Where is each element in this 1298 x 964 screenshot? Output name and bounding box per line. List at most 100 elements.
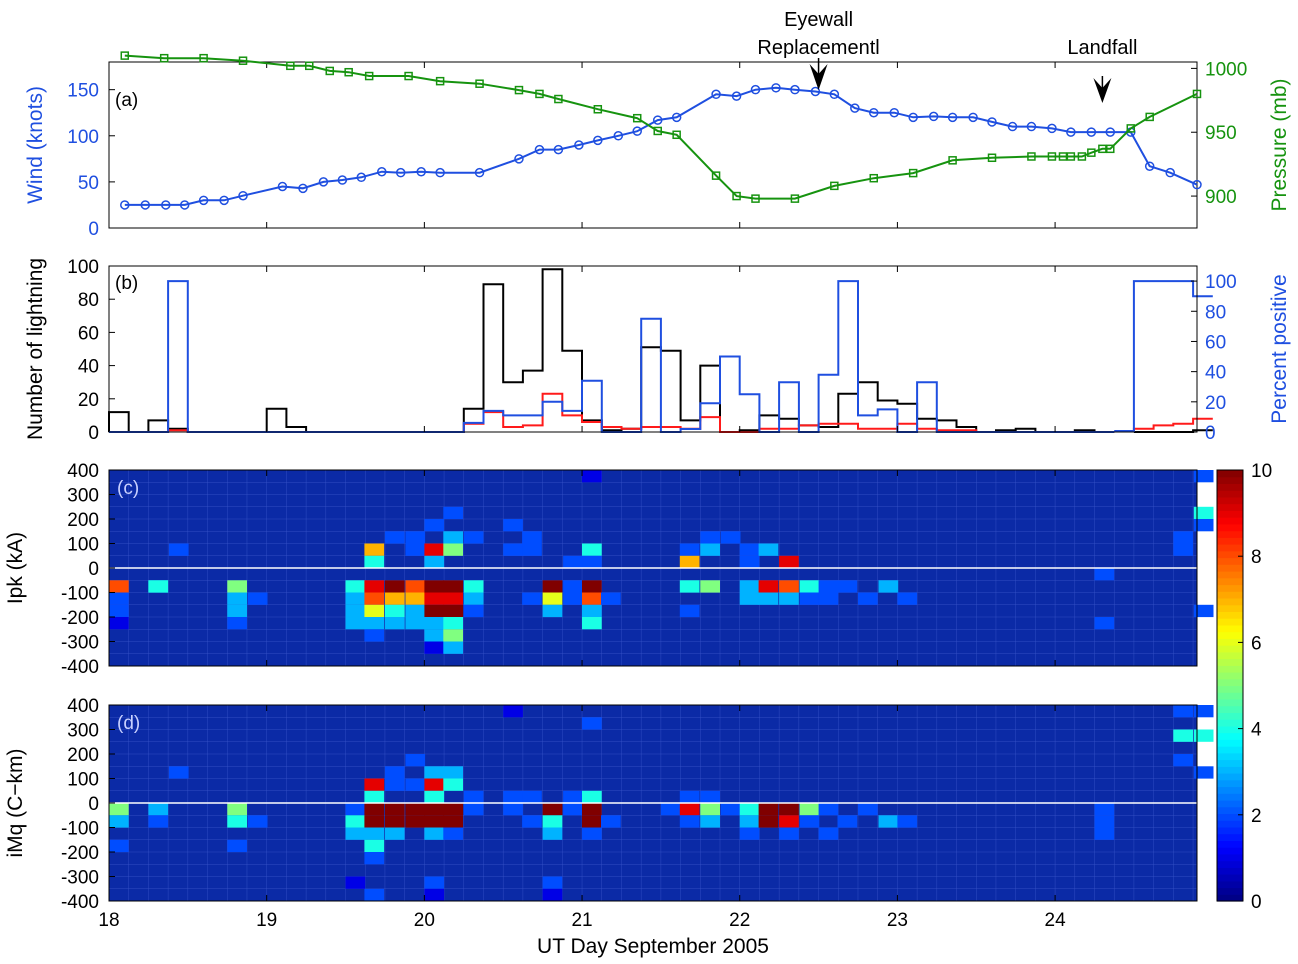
heatmap-cell xyxy=(818,827,839,840)
colorbar-step xyxy=(1217,604,1243,612)
heatmap-cell xyxy=(1094,803,1115,816)
wind-point xyxy=(1026,121,1037,132)
colorbar-step xyxy=(1217,894,1243,902)
heatmap-cell xyxy=(463,592,484,605)
colorbar-step xyxy=(1217,800,1243,808)
pressure-point xyxy=(1077,152,1087,161)
percent-positive-bars-late xyxy=(1132,280,1213,432)
heatmap-cell xyxy=(818,580,839,593)
y-tick-label: 20 xyxy=(78,390,99,411)
y-tick-label: -300 xyxy=(61,868,99,889)
heatmap-cell xyxy=(700,790,720,804)
heatmap-cell xyxy=(758,803,779,816)
heatmap-cell xyxy=(779,555,799,569)
heatmap-cell xyxy=(148,803,169,816)
y-tick-label-right: 1000 xyxy=(1205,59,1247,80)
colorbar-step xyxy=(1217,577,1243,586)
heatmap-cell xyxy=(679,790,700,804)
colorbar-step xyxy=(1217,544,1243,552)
wind-line xyxy=(124,86,1198,206)
colorbar-step xyxy=(1217,786,1243,794)
colorbar-step xyxy=(1217,860,1243,868)
heatmap-cell xyxy=(227,580,247,593)
pressure-point xyxy=(632,113,642,123)
heatmap-cell xyxy=(384,778,405,791)
colorbar-step xyxy=(1217,692,1243,700)
colorbar-tick-label: 4 xyxy=(1251,720,1262,741)
pressure-point xyxy=(948,156,957,165)
heatmap-cell xyxy=(1173,754,1193,767)
heatmap-cell xyxy=(345,827,366,840)
wind-point xyxy=(829,89,840,100)
wind-point xyxy=(534,144,545,155)
heatmap-cell xyxy=(582,717,602,730)
heatmap-cell xyxy=(1094,617,1115,630)
heatmap-cell xyxy=(364,827,385,840)
colorbar-frame xyxy=(1216,469,1244,902)
colorbar-step xyxy=(1217,658,1243,666)
pressure-point xyxy=(344,67,353,77)
heatmap-cell xyxy=(364,543,385,556)
y-axis-label: Number of lightning xyxy=(24,258,47,440)
y-axis-label-right: Pressure (mb) xyxy=(1268,78,1291,211)
heatmap-cell xyxy=(424,815,445,828)
heatmap-cell xyxy=(364,555,385,569)
heatmap-cell xyxy=(345,592,366,605)
pressure-point xyxy=(199,53,208,63)
heatmap-cell xyxy=(148,580,169,593)
heatmap-cell xyxy=(601,815,621,828)
heatmap-cell xyxy=(443,803,463,816)
heatmap-cell xyxy=(563,803,583,816)
heatmap-cell xyxy=(443,604,463,618)
pressure-point xyxy=(830,181,839,191)
colorbar: 0 2 4 6 8 10 xyxy=(1216,461,1272,913)
heatmap-cell xyxy=(897,592,918,605)
heatmap-cell xyxy=(503,705,523,718)
heatmap-cell xyxy=(1193,729,1214,742)
annotation-arrow-head xyxy=(1093,78,1112,103)
y-tick-label: 300 xyxy=(67,721,99,742)
wind-point xyxy=(1086,127,1097,137)
colorbar-tick-label: 0 xyxy=(1251,892,1262,913)
heatmap-cell xyxy=(878,580,899,593)
colorbar-step xyxy=(1217,665,1243,673)
y-tick-label: -200 xyxy=(61,608,99,629)
colorbar-step xyxy=(1217,530,1243,538)
wind-point xyxy=(711,89,721,100)
wind-point xyxy=(987,117,997,127)
heatmap-cell xyxy=(405,815,426,828)
heatmap-cell xyxy=(542,827,563,840)
heatmap-cell xyxy=(384,604,405,618)
heatmap-cell xyxy=(582,790,602,804)
pressure-point xyxy=(790,194,800,203)
colorbar-step xyxy=(1217,645,1243,653)
wind-point xyxy=(869,107,879,118)
pressure-point xyxy=(1087,148,1096,157)
wind-point xyxy=(140,200,151,210)
x-axis-label: UT Day September 2005 xyxy=(537,935,769,958)
wind-point xyxy=(671,112,682,123)
heatmap-cell xyxy=(522,592,542,605)
colorbar-step xyxy=(1217,880,1243,889)
y-tick-label: 80 xyxy=(78,290,99,311)
colorbar-step xyxy=(1217,699,1243,707)
x-tick-label: 18 xyxy=(98,910,119,931)
pressure-point xyxy=(1098,144,1107,154)
heatmap-cell xyxy=(424,555,445,569)
wind-point xyxy=(1192,179,1202,190)
heatmap-cell xyxy=(463,790,484,804)
pressure-point xyxy=(514,85,524,95)
colorbar-step xyxy=(1217,510,1243,518)
pressure-point xyxy=(286,61,295,71)
colorbar-step xyxy=(1217,793,1243,801)
heatmap-cell xyxy=(424,876,445,889)
colorbar-step xyxy=(1217,766,1243,774)
heatmap-cell xyxy=(227,592,247,605)
heatmap-cell xyxy=(227,604,247,618)
heatmap-cell xyxy=(443,629,463,642)
heatmap-cell xyxy=(582,617,602,630)
heatmap-cell xyxy=(739,592,760,605)
y-tick-label-right: 60 xyxy=(1205,332,1226,353)
colorbar-step xyxy=(1217,847,1243,855)
heatmap-cell xyxy=(424,604,445,618)
